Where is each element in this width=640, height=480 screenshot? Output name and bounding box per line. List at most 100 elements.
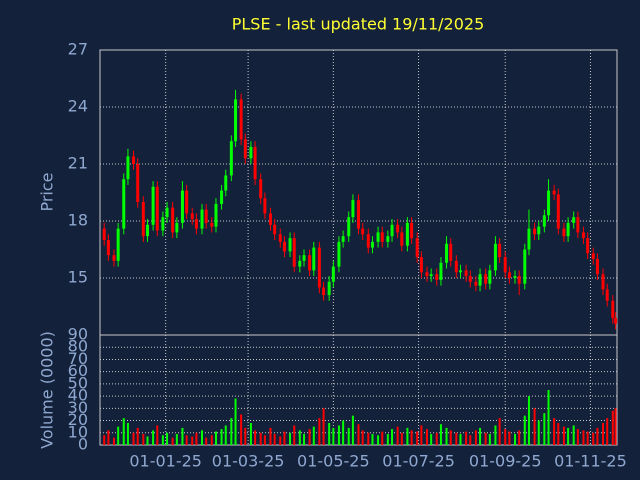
candle-body [405, 222, 409, 246]
candle-body [503, 257, 507, 273]
volume-bar [498, 418, 501, 445]
volume-bar [435, 432, 438, 445]
candle-body [361, 228, 365, 235]
volume-tick-label: 40 [68, 386, 88, 405]
volume-bar [602, 423, 605, 445]
candle-body [459, 270, 463, 273]
volume-bar [152, 430, 155, 445]
volume-bar [234, 398, 237, 445]
volume-bar [474, 430, 477, 445]
candle-body [210, 222, 214, 227]
candle-body [278, 234, 282, 242]
candle-body [533, 228, 537, 235]
volume-bar [416, 431, 419, 445]
volume-bar [377, 435, 380, 445]
volume-bar [553, 418, 556, 445]
volume-bar [146, 436, 149, 445]
volume-bar [312, 426, 315, 445]
candle-body [151, 186, 155, 225]
volume-bar [269, 427, 272, 445]
volume-bar [171, 437, 174, 445]
volume-bar [504, 429, 507, 445]
volume-bar [201, 430, 204, 445]
candle-body [337, 241, 341, 267]
candle-body [308, 255, 312, 271]
volume-bar [181, 427, 184, 445]
x-tick-label: 01-01-25 [129, 452, 202, 471]
candle-body [601, 274, 605, 290]
volume-bar [533, 408, 536, 445]
candle-body [268, 213, 272, 225]
volume-bar [586, 431, 589, 445]
candle-body [425, 272, 429, 277]
candle-body [112, 255, 116, 261]
volume-tick-label: 50 [68, 373, 88, 392]
candle-body [419, 257, 423, 273]
candle-body [351, 200, 355, 218]
candle-body [155, 186, 159, 231]
candle-body [498, 243, 502, 258]
volume-bar [606, 418, 609, 445]
x-tick-label: 01-05-25 [297, 452, 370, 471]
candle-body [566, 222, 570, 237]
volume-bar [537, 420, 540, 445]
volume-tick-label: 0 [78, 435, 88, 454]
volume-bar [214, 431, 217, 445]
volume-bar [240, 414, 243, 445]
volume-bar [381, 431, 384, 445]
volume-bar [465, 431, 468, 445]
candle-body [429, 274, 433, 277]
volume-bar [406, 427, 409, 445]
volume-bar [142, 434, 145, 445]
volume-bar [400, 432, 403, 445]
candle-body [298, 260, 302, 267]
candle-body [400, 232, 404, 246]
volume-bar [386, 434, 389, 445]
volume-bar [357, 424, 360, 445]
volume-bar [508, 431, 511, 445]
candle-body [581, 232, 585, 239]
candle-body [165, 207, 169, 218]
candle-body [576, 217, 580, 233]
candle-body [435, 274, 439, 280]
volume-bar [283, 431, 286, 445]
volume-bar [410, 430, 413, 445]
volume-bar [224, 425, 227, 445]
candle-body [116, 228, 120, 261]
volume-bar [273, 434, 276, 445]
candle-body [517, 276, 521, 284]
candle-body [282, 241, 286, 252]
candle-body [249, 146, 253, 159]
volume-bar [337, 425, 340, 445]
candle-body [537, 226, 541, 235]
volume-bar [513, 434, 516, 445]
volume-bar [107, 430, 110, 445]
x-tick-label: 01-11-25 [554, 452, 627, 471]
candle-body [357, 200, 360, 229]
volume-axis-label: Volume (0000) [38, 331, 57, 449]
candle-body [132, 156, 136, 164]
candle-body [126, 156, 130, 180]
candle-body [180, 190, 184, 223]
volume-bar [371, 434, 374, 445]
volume-bar [117, 426, 120, 445]
candle-body [605, 289, 609, 301]
candle-body [331, 266, 335, 282]
candle-body [347, 217, 351, 237]
volume-tick-label: 20 [68, 410, 88, 429]
volume-tick-label: 60 [68, 361, 88, 380]
volume-bar [361, 430, 364, 445]
candle-body [468, 276, 472, 282]
volume-bar [543, 413, 546, 445]
candle-body [547, 190, 551, 216]
volume-bar [289, 432, 292, 445]
candle-body [527, 228, 531, 250]
volume-bar [484, 432, 487, 445]
candle-body [263, 198, 267, 214]
y-tick-label: 18 [68, 211, 88, 230]
candle-body [146, 224, 150, 237]
candle-body [614, 317, 618, 324]
volume-bar [112, 437, 115, 445]
volume-bar [126, 423, 129, 445]
volume-bar [367, 432, 370, 445]
